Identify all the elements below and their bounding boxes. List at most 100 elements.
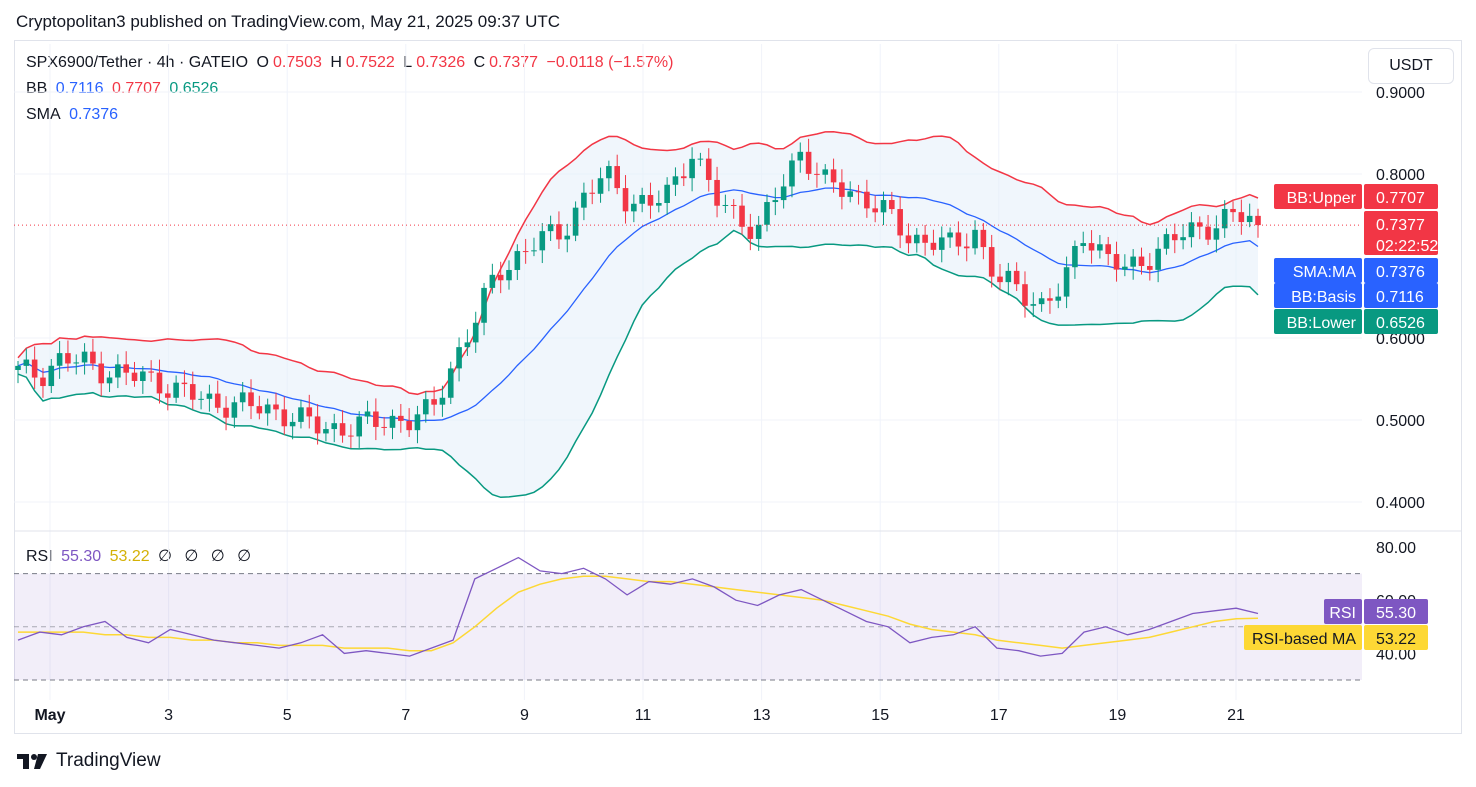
candle-body [905,235,912,244]
low-label: L [403,54,413,71]
price-tick-label: 0.6000 [1376,331,1425,348]
price-tag-value: 0.7116 [1376,289,1424,306]
candle-body [381,426,387,428]
candle-body [81,351,88,363]
price-tag-label-box [1274,184,1362,209]
candle-body [1147,266,1153,270]
candle-body [1205,226,1211,240]
candle-body [115,364,121,378]
time-tick-label: 5 [283,707,292,724]
rsi-tag-value-box [1364,625,1428,650]
candle-body [1005,270,1012,283]
candle-body [531,250,537,252]
candle-body [556,224,562,240]
time-tick-label: 9 [520,707,529,724]
price-tags: BB:Upper 0.7707 0.7377 02:22:52 SMA:MA 0.7376… [1274,184,1438,334]
candle-body [281,409,288,427]
bb-legend[interactable]: BB 0.7116 0.7707 0.6526 [26,80,222,98]
candle-body [1238,212,1245,223]
rsi-tag-label-box [1324,599,1362,624]
candle-body [131,372,138,382]
candle-body [572,207,579,236]
candle-body [789,160,795,187]
candle-body [722,204,729,206]
candle-body [189,384,196,400]
candle-body [148,371,154,373]
price-tag-value-box [1364,184,1438,209]
candle-body [988,247,995,277]
candle-body [439,397,446,405]
candle-body [855,191,862,193]
rsi-tags: RSI 55.30 RSI-based MA 53.22 [1244,599,1428,650]
tradingview-brand[interactable]: TradingView [16,750,161,772]
candle-body [581,192,587,208]
candle-body [997,276,1003,283]
candle-body [622,188,629,212]
candle-body [880,200,887,213]
candle-body [522,251,529,253]
price-tag-countdown: 02:22:52 [1376,238,1438,255]
candle-body [481,287,487,323]
symbol-title[interactable]: SPX6900/Tether · 4h · GATEIO [26,54,249,71]
bb-upper-line [17,131,1259,396]
candle-body [506,269,512,281]
bb-label: BB [26,80,48,97]
candle-body [747,226,754,239]
candle-body [730,204,737,206]
candle-body [755,224,762,239]
candle-body [248,392,254,407]
price-tag-label-box [1274,283,1362,308]
chart-frame[interactable] [14,40,1462,734]
candle-body [106,377,113,384]
candle-body [1138,256,1145,267]
candle-body [1213,228,1220,240]
candle-body [40,377,46,387]
rsi-label: RSI [26,548,53,565]
candle-body [1063,267,1070,297]
candle-body [223,407,229,418]
candle-body [331,423,338,430]
price-tick-label: 0.9000 [1376,85,1425,102]
open-label: O [256,54,269,71]
brand-label: TradingView [56,750,161,771]
candle-body [597,178,604,194]
candle-body [547,224,554,232]
candle-body [564,235,571,240]
candle-body [364,411,371,417]
close-label: C [473,54,486,71]
candle-body [497,274,504,281]
sma-legend[interactable]: SMA 0.7376 [26,106,122,124]
candle-body [489,274,496,288]
time-tick-label: May [34,707,65,724]
candle-body [805,151,812,174]
candle-body [373,411,379,427]
candle-body [814,173,820,175]
candle-body [1055,296,1062,301]
candle-body [822,169,829,175]
candle-body [1080,243,1087,246]
currency-button[interactable]: USDT [1368,48,1454,84]
candle-body [1022,284,1028,306]
time-tick-label: 15 [871,707,889,724]
rsi-legend[interactable]: RSI 55.30 53.22 ∅ ∅ ∅ ∅ [26,546,259,566]
candle-body [447,368,454,398]
time-tick-label: 3 [164,707,173,724]
candle-body [938,237,945,250]
candle-body [606,166,612,179]
candle-body [1221,208,1228,229]
candle-body [1171,234,1178,241]
price-tick-label: 0.5000 [1376,413,1425,430]
candle-body [864,191,870,209]
candle-body [31,359,38,378]
candle-body [123,364,129,373]
candle-body [1038,298,1045,305]
high-label: H [330,54,342,71]
candle-body [847,191,854,197]
time-tick-label: 17 [990,707,1008,724]
candle-body [1196,222,1203,227]
price-tag-value-box [1364,309,1438,334]
candle-body [90,351,96,364]
candle-body [348,435,354,437]
price-tag-value-box [1364,258,1438,283]
